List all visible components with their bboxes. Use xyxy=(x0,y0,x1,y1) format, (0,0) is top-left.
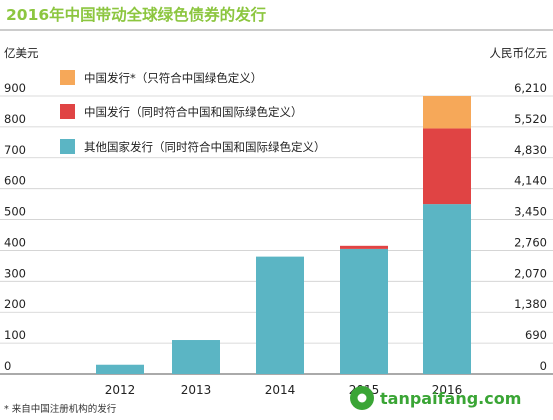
y-tick-label-left: 800 xyxy=(4,112,26,126)
y-ticks: 0 0 100 690 200 1,380 300 2,070 400 2,760 500 3,450… xyxy=(4,81,547,373)
bar-2015-series-0 xyxy=(340,248,388,374)
y-tick-label-right: 5,520 xyxy=(514,112,547,126)
legend-label-china-both: 中国发行（同时符合中国和国际绿色定义） xyxy=(84,105,303,119)
x-tick-label: 2016 xyxy=(432,383,463,397)
y-tick-label-left: 200 xyxy=(4,297,26,311)
y-tick-label-left: 300 xyxy=(4,266,26,280)
watermark-text: tanpaifang.com xyxy=(380,389,521,408)
x-tick-label: 2014 xyxy=(265,383,296,397)
footnote: * 来自中国注册机构的发行 xyxy=(4,403,117,415)
y-tick-label-right: 2,070 xyxy=(514,266,547,280)
y-axis-label-right: 人民币亿元 xyxy=(490,46,548,60)
bar-2016-series-0 xyxy=(423,204,471,374)
y-tick-label-right: 4,830 xyxy=(514,143,547,157)
y-tick-label-right: 690 xyxy=(525,328,547,342)
legend-label-other: 其他国家发行（同时符合中国和国际绿色定义） xyxy=(84,140,326,154)
y-tick-label-right: 0 xyxy=(540,359,547,373)
bar-2015-series-1 xyxy=(340,245,388,249)
watermark: tanpaifang.com xyxy=(350,386,521,410)
watermark-logo-dot-icon xyxy=(357,393,367,403)
legend-swatch-other xyxy=(60,139,75,154)
bar-2016-series-2 xyxy=(423,96,471,129)
y-tick-label-left: 400 xyxy=(4,235,26,249)
y-tick-label-left: 700 xyxy=(4,143,26,157)
bar-2014-series-0 xyxy=(256,256,304,374)
y-tick-label-left: 600 xyxy=(4,174,26,188)
y-tick-label-right: 2,760 xyxy=(514,235,547,249)
y-tick-label-left: 900 xyxy=(4,81,26,95)
x-tick-label: 2013 xyxy=(181,383,212,397)
y-tick-label-right: 3,450 xyxy=(514,205,547,219)
y-tick-label-right: 6,210 xyxy=(514,81,547,95)
x-tick-label: 2012 xyxy=(105,383,136,397)
y-axis-label-left: 亿美元 xyxy=(4,46,39,60)
bars xyxy=(96,96,471,374)
chart-title: 2016年中国带动全球绿色债券的发行 xyxy=(6,5,267,24)
y-tick-label-left: 0 xyxy=(4,359,11,373)
y-tick-label-left: 500 xyxy=(4,205,26,219)
legend-swatch-china-both xyxy=(60,104,75,119)
y-tick-label-right: 1,380 xyxy=(514,297,547,311)
bar-2012-series-0 xyxy=(96,364,144,374)
bar-2016-series-1 xyxy=(423,128,471,205)
legend: 中国发行*（只符合中国绿色定义） 中国发行（同时符合中国和国际绿色定义） 其他国… xyxy=(60,70,326,154)
legend-label-china-only: 中国发行*（只符合中国绿色定义） xyxy=(84,71,262,85)
y-tick-label-right: 4,140 xyxy=(514,174,547,188)
bar-2013-series-0 xyxy=(172,340,220,374)
legend-swatch-china-only xyxy=(60,70,75,85)
y-tick-label-left: 100 xyxy=(4,328,26,342)
